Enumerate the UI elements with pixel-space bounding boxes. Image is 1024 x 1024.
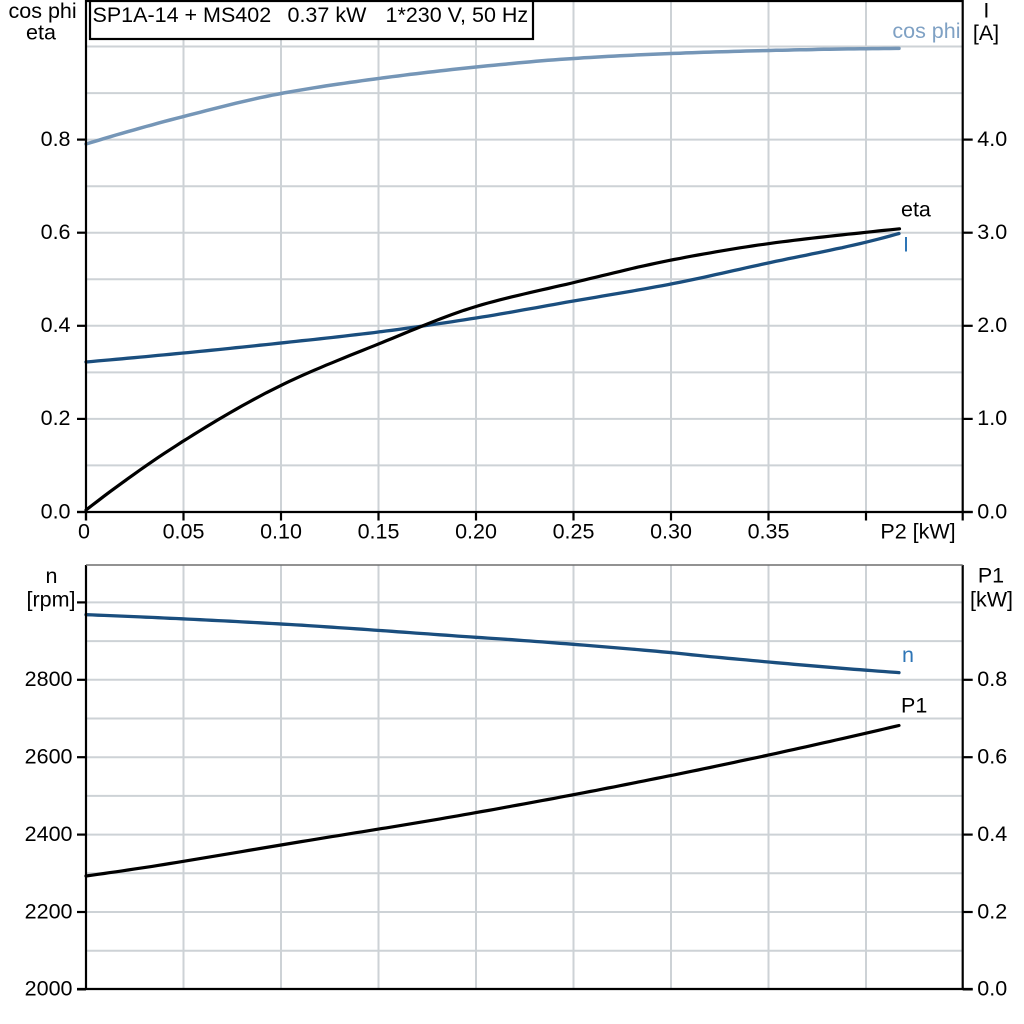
svg-text:2400: 2400	[25, 822, 73, 846]
svg-text:0.30: 0.30	[650, 520, 692, 544]
svg-text:0.4: 0.4	[41, 313, 71, 337]
svg-text:0.10: 0.10	[260, 520, 302, 544]
svg-text:0.0: 0.0	[977, 499, 1007, 523]
svg-text:0.37 kW: 0.37 kW	[288, 3, 368, 27]
svg-text:0.2: 0.2	[41, 406, 71, 430]
svg-text:0.8: 0.8	[977, 667, 1007, 691]
svg-text:1.0: 1.0	[977, 406, 1007, 430]
svg-text:I: I	[983, 0, 989, 22]
svg-text:n: n	[46, 564, 58, 588]
svg-text:0.25: 0.25	[553, 520, 595, 544]
svg-text:P2 [kW]: P2 [kW]	[880, 520, 955, 544]
svg-text:2200: 2200	[25, 899, 73, 923]
svg-text:4.0: 4.0	[977, 127, 1007, 151]
svg-text:2000: 2000	[25, 977, 73, 1001]
svg-text:3.0: 3.0	[977, 220, 1007, 244]
svg-text:2600: 2600	[25, 745, 73, 769]
svg-text:P1: P1	[978, 564, 1004, 588]
svg-text:P1: P1	[901, 694, 927, 718]
svg-text:0.0: 0.0	[41, 499, 71, 523]
svg-text:cos phi: cos phi	[9, 0, 77, 23]
svg-text:2.0: 2.0	[977, 313, 1007, 337]
svg-text:0.0: 0.0	[977, 977, 1007, 1001]
svg-text:1*230 V, 50 Hz: 1*230 V, 50 Hz	[386, 3, 529, 27]
svg-text:0.6: 0.6	[41, 220, 71, 244]
svg-text:SP1A-14 + MS402: SP1A-14 + MS402	[93, 3, 272, 27]
svg-text:0: 0	[78, 520, 90, 544]
svg-text:eta: eta	[901, 198, 931, 222]
svg-text:0.05: 0.05	[163, 520, 205, 544]
svg-text:eta: eta	[26, 20, 56, 44]
svg-text:n: n	[902, 643, 914, 667]
svg-text:[rpm]: [rpm]	[27, 587, 76, 611]
svg-text:[kW]: [kW]	[970, 587, 1013, 611]
svg-text:0.15: 0.15	[358, 520, 400, 544]
svg-text:[A]: [A]	[973, 21, 999, 45]
svg-text:0.8: 0.8	[41, 127, 71, 151]
svg-text:cos phi: cos phi	[892, 19, 960, 43]
svg-text:2800: 2800	[25, 667, 73, 691]
svg-text:0.4: 0.4	[977, 822, 1007, 846]
svg-text:0.20: 0.20	[455, 520, 497, 544]
svg-text:0.2: 0.2	[977, 899, 1007, 923]
svg-text:0.35: 0.35	[748, 520, 790, 544]
svg-text:I: I	[903, 233, 909, 257]
svg-text:0.6: 0.6	[977, 745, 1007, 769]
